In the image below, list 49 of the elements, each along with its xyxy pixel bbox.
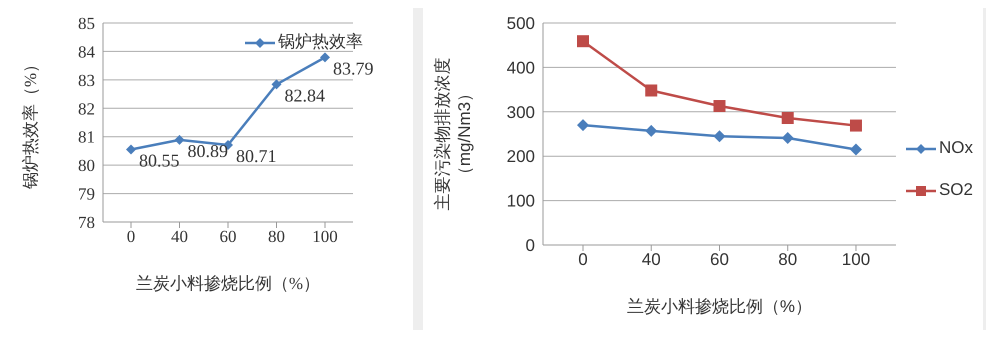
y-tick-label: 85 bbox=[78, 14, 95, 34]
x-tick-label: 40 bbox=[642, 250, 661, 270]
x-tick-label: 40 bbox=[171, 227, 188, 246]
y-tick-label: 79 bbox=[78, 184, 95, 204]
data-label: 83.79 bbox=[333, 58, 374, 79]
x-tick-label: 100 bbox=[312, 227, 338, 246]
legend-label: 锅炉热效率 bbox=[277, 31, 363, 53]
y-tick-label: 400 bbox=[506, 58, 535, 78]
y-tick-label: 80 bbox=[78, 156, 95, 176]
point bbox=[782, 112, 794, 124]
data-label: 80.55 bbox=[139, 150, 180, 171]
point bbox=[850, 120, 862, 132]
y-tick-label: 500 bbox=[506, 14, 535, 34]
point bbox=[320, 52, 330, 62]
x-axis-title: 兰炭小料掺烧比例（%） bbox=[136, 274, 320, 293]
point bbox=[577, 35, 589, 48]
point bbox=[126, 144, 136, 155]
y-tick-label: 200 bbox=[506, 147, 535, 166]
legend-label: SO2 bbox=[938, 180, 973, 200]
x-tick-label: 60 bbox=[710, 250, 729, 270]
y-tick-label: 83 bbox=[78, 70, 95, 90]
x-tick-label: 80 bbox=[268, 227, 285, 246]
legend-label: NOx bbox=[938, 138, 973, 158]
data-label: 82.84 bbox=[284, 86, 325, 106]
x-tick-label: 0 bbox=[578, 250, 588, 270]
x-tick-label: 0 bbox=[126, 227, 136, 246]
y-tick-label: 84 bbox=[78, 42, 96, 62]
point bbox=[713, 100, 726, 112]
point bbox=[645, 124, 658, 137]
point bbox=[782, 132, 794, 144]
y-tick-label: 100 bbox=[506, 192, 535, 211]
point bbox=[850, 144, 862, 156]
y-tick-label: 300 bbox=[506, 102, 535, 122]
point bbox=[272, 79, 282, 90]
point bbox=[713, 130, 726, 142]
y-axis-title: 锅炉热效率（%） bbox=[21, 56, 40, 190]
x-tick-label: 60 bbox=[220, 227, 236, 246]
y-axis-title: 主要污染物排放浓度（mg/Nm3） bbox=[433, 58, 474, 210]
x-tick-label: 100 bbox=[842, 250, 870, 270]
x-tick-label: 80 bbox=[778, 250, 798, 270]
data-label: 80.89 bbox=[188, 140, 228, 161]
point bbox=[174, 134, 184, 145]
point bbox=[577, 119, 589, 132]
y-tick-label: 82 bbox=[78, 99, 95, 118]
y-tick-label: 78 bbox=[78, 213, 95, 232]
point bbox=[645, 84, 658, 96]
y-tick-label: 81 bbox=[78, 128, 95, 147]
data-label: 80.71 bbox=[236, 146, 276, 166]
x-axis-title: 兰炭小料掺烧比例（%） bbox=[626, 297, 812, 316]
